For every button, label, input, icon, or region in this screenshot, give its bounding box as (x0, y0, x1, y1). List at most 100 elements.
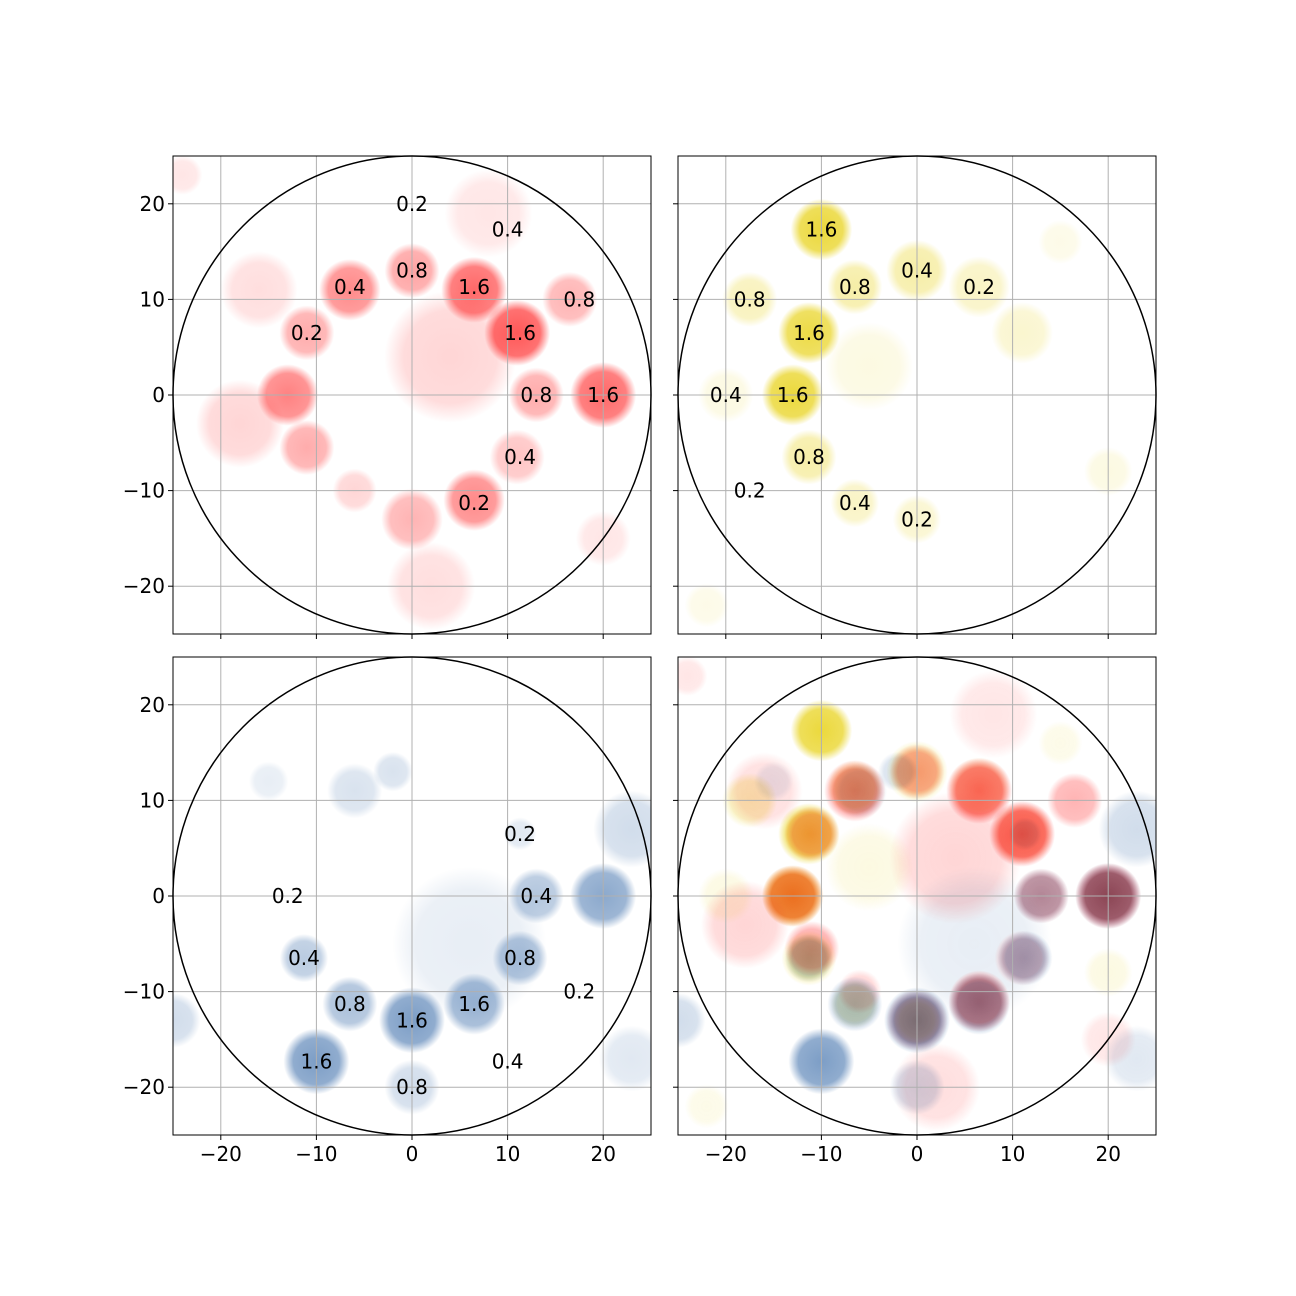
yellow-blob-12 (825, 322, 914, 411)
x-tick-label: −10 (800, 1142, 842, 1166)
value-label: 1.6 (300, 1049, 332, 1073)
x-tick-label: 20 (590, 1142, 615, 1166)
composite-red-blob-15 (949, 670, 1038, 759)
y-tick-label: 10 (140, 287, 165, 311)
value-label: 0.4 (520, 884, 552, 908)
value-label: 0.2 (396, 192, 428, 216)
composite-yellow-blob-12 (825, 823, 914, 912)
composite-yellow-blob-15 (684, 1084, 729, 1129)
y-tick-label: −10 (123, 980, 165, 1004)
red-blob-14 (384, 290, 517, 423)
value-label: 0.2 (458, 491, 490, 515)
value-label: 0.8 (520, 383, 552, 407)
red-blob-9 (489, 429, 545, 485)
composite-blue-blob-12 (1098, 790, 1156, 868)
panel-red: −20 −10 0 10 20 0.2 0.4 0.8 0.4 1.6 0.8 0.2 1.6 0.8 1.… (123, 155, 652, 639)
y-tick-label: 10 (140, 788, 165, 812)
value-label: 0.4 (710, 383, 742, 407)
y-tick-label: 20 (140, 693, 165, 717)
value-label: 0.4 (288, 946, 320, 970)
red-blob-17 (195, 379, 284, 468)
composite-blue-blob-13 (897, 866, 1052, 1021)
composite-blue-blob-15 (1103, 1025, 1156, 1092)
yellow-blob-2 (948, 256, 1010, 318)
composite-blue-blob-5 (827, 976, 883, 1032)
yellow-blob-5 (778, 302, 840, 364)
y-tick-label: 20 (140, 192, 165, 216)
value-label: 0.8 (839, 275, 871, 299)
value-label: 0.4 (901, 259, 933, 283)
value-label: 1.6 (805, 218, 837, 242)
y-tick-label: −20 (123, 1075, 165, 1099)
x-tick-label: −20 (705, 1142, 747, 1166)
yellow-blob-15 (684, 583, 729, 628)
composite-red-blob-20 (678, 657, 708, 696)
value-label: 0.2 (563, 980, 595, 1004)
value-label: 0.4 (504, 445, 536, 469)
value-label: 0.8 (734, 287, 766, 311)
value-label: 1.6 (504, 321, 536, 345)
value-label: 0.2 (963, 275, 995, 299)
value-label: 1.6 (777, 383, 809, 407)
y-tick-label: 0 (152, 383, 165, 407)
yellow-blob-3 (827, 259, 883, 315)
y-tick-label: −10 (123, 479, 165, 503)
yellow-blob-11 (991, 302, 1053, 364)
y-tick-label: 0 (152, 884, 165, 908)
yellow-blob-14 (1038, 220, 1083, 265)
value-label: 0.4 (492, 1049, 524, 1073)
value-label: 0.2 (272, 884, 304, 908)
red-blob-16 (220, 251, 298, 329)
red-blob-15 (444, 169, 533, 258)
composite-yellow-blob-2 (948, 757, 1010, 819)
value-label: 1.6 (458, 275, 490, 299)
x-tick-label: 10 (495, 1142, 520, 1166)
value-label: 1.6 (396, 1008, 428, 1032)
blue-blob-10 (327, 763, 383, 819)
y-tick-label: −20 (123, 574, 165, 598)
heatmap-layer-blue (173, 751, 651, 1115)
blue-blob-11 (373, 751, 413, 792)
value-label: 1.6 (458, 992, 490, 1016)
red-blob-20 (173, 156, 203, 195)
blue-blob-12 (593, 790, 651, 868)
composite-blue-blob-9 (1008, 817, 1042, 851)
blue-blob-9 (503, 817, 537, 851)
panel-yellow: 1.6 0.4 0.2 0.8 0.8 1.6 0.4 1.6 0.8 0.2 0.4 0.2 (673, 155, 1157, 639)
composite-blue-blob-6 (784, 933, 834, 983)
red-blob-5 (279, 305, 335, 361)
blue-blob-16 (248, 761, 289, 802)
value-label: 1.6 (793, 321, 825, 345)
heatmap-layer-red (173, 156, 637, 631)
value-label: 0.4 (334, 275, 366, 299)
x-tick-label: 0 (911, 1142, 924, 1166)
value-label: 0.8 (563, 287, 595, 311)
value-label: 0.8 (793, 445, 825, 469)
x-tick-label: 20 (1095, 1142, 1120, 1166)
value-label: 0.2 (734, 479, 766, 503)
panel-blue: −20 −10 0 10 20 −20 −10 0 10 20 0.2 0.2 0.4 0.4 0.8 0.8… (123, 656, 652, 1166)
value-label: 0.8 (396, 1075, 428, 1099)
heatmap-layer-combined (678, 657, 1156, 1132)
blue-blob-5 (322, 976, 378, 1032)
yellow-blob-7 (781, 429, 837, 485)
composite-yellow-blob-14 (1038, 721, 1083, 766)
value-label: 0.2 (901, 507, 933, 531)
blue-blob-14 (173, 992, 201, 1048)
blue-blob-15 (598, 1025, 651, 1092)
composite-blue-blob-10 (832, 763, 888, 819)
x-tick-label: −10 (295, 1142, 337, 1166)
x-tick-label: −20 (200, 1142, 242, 1166)
composite-yellow-blob-5 (778, 803, 840, 865)
x-tick-label: 10 (1000, 1142, 1025, 1166)
value-label: 0.2 (291, 321, 323, 345)
composite-blue-blob-11 (878, 751, 918, 792)
x-tick-label: 0 (406, 1142, 419, 1166)
value-label: 0.8 (504, 946, 536, 970)
value-label: 0.2 (504, 822, 536, 846)
value-label: 1.6 (587, 383, 619, 407)
composite-blue-blob-16 (753, 761, 794, 802)
value-label: 0.8 (334, 992, 366, 1016)
panel-combined: −20 −10 0 10 20 (673, 656, 1157, 1166)
